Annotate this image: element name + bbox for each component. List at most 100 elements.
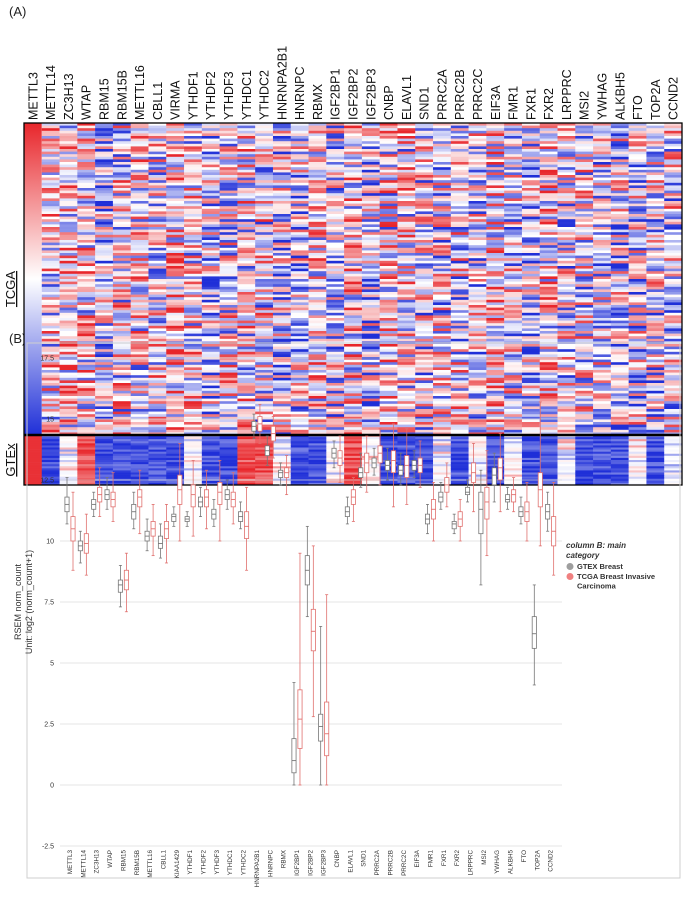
gene-label: EIF3A — [489, 85, 503, 120]
box-tcga — [310, 545, 316, 718]
x-tick-label: PRRC2B — [387, 850, 394, 876]
legend-label: Carcinoma — [577, 582, 617, 591]
gene-label: FXR2 — [542, 88, 556, 120]
x-tick-label: RBMX — [281, 849, 288, 868]
box-gtex — [91, 491, 97, 517]
x-tick-label: CCND2 — [548, 850, 555, 872]
legend-label: TCGA Breast Invasive — [577, 572, 655, 581]
box-gtex — [131, 491, 137, 530]
x-tick-label: IGF2BP2 — [307, 850, 314, 876]
x-tick-label: FXR1 — [441, 850, 448, 867]
heatmap-cell-column — [24, 123, 42, 435]
y-tick-label: 0 — [50, 783, 54, 790]
x-tick-label: IGF2BP1 — [294, 850, 301, 876]
gene-label: FTO — [631, 95, 645, 120]
x-tick-label: FTO — [521, 850, 528, 863]
x-tick-label: WTAP — [107, 850, 114, 868]
y-tick-label: 10 — [46, 539, 54, 546]
panel-a-label: (A) — [9, 4, 27, 19]
x-tick-label: PRRC2C — [401, 850, 408, 876]
box-gtex — [518, 496, 524, 525]
x-tick-label: EIF3A — [414, 849, 421, 867]
legend-label: GTEX Breast — [577, 562, 623, 571]
gene-label: MSI2 — [578, 91, 592, 120]
x-tick-label: YTHDF1 — [187, 850, 194, 875]
x-tick-label: IGF2BP3 — [321, 850, 328, 876]
gene-label: ZC3H13 — [62, 73, 76, 120]
legend-title-line2: category — [566, 551, 600, 560]
legend-title: column B: main — [566, 541, 626, 550]
x-tick-label: HNRNPA2B1 — [254, 850, 261, 888]
gene-label: IGF2BP2 — [347, 69, 361, 120]
gene-label: YTHDC1 — [240, 70, 254, 120]
box-gtex — [144, 518, 150, 552]
gene-label: ALKBH5 — [613, 72, 627, 120]
box-gtex — [531, 584, 537, 686]
gene-label: YWHAG — [595, 73, 609, 120]
gene-label: PRRC2C — [471, 69, 485, 120]
y-tick-label: 2.5 — [44, 722, 54, 729]
box-gtex — [171, 506, 177, 527]
box-tcga — [551, 482, 557, 576]
gene-label: RBMX — [311, 83, 325, 120]
x-tick-label: YTHDC2 — [241, 850, 248, 876]
box-tcga — [163, 503, 169, 564]
x-tick-label: YWHAG — [494, 850, 501, 874]
gene-label: YTHDF3 — [222, 71, 236, 120]
legend-swatch — [566, 573, 574, 580]
box-gtex — [211, 499, 217, 527]
gene-label: YTHDF1 — [186, 71, 200, 120]
box-gtex — [318, 626, 324, 786]
x-tick-label: ALKBH5 — [508, 850, 515, 875]
x-tick-label: ZC3H13 — [94, 850, 101, 874]
box-gtex — [545, 491, 551, 532]
legend-swatch — [566, 563, 574, 570]
gene-label: TOP2A — [649, 79, 663, 120]
gene-label: PRRC2B — [453, 69, 467, 120]
panel-b-label: (B) — [9, 331, 27, 346]
box-gtex — [424, 503, 430, 535]
gene-label: RBM15B — [115, 70, 129, 120]
gene-label: RBM15 — [98, 78, 112, 120]
x-tick-label: RBM15 — [120, 850, 127, 871]
box-tcga — [70, 491, 76, 571]
gene-label: LRPPRC — [560, 69, 574, 120]
group-label-tcga: TCGA — [3, 271, 18, 307]
x-tick-label: CBLL1 — [160, 850, 167, 870]
gene-label: METTL14 — [44, 65, 58, 120]
box-tcga — [457, 499, 463, 542]
x-tick-label: METTL3 — [67, 850, 74, 875]
x-tick-label: FMR1 — [427, 850, 434, 868]
x-tick-label: FXR2 — [454, 850, 461, 867]
y-tick-label: 7.5 — [44, 600, 54, 607]
x-tick-label: RBM15B — [134, 850, 141, 875]
x-tick-label: METTL14 — [80, 850, 87, 878]
gene-label: IGF2BP3 — [364, 69, 378, 120]
box-gtex — [344, 496, 350, 525]
box-tcga — [430, 482, 436, 542]
box-tcga — [83, 513, 89, 576]
x-tick-label: LRPPRC — [468, 850, 475, 876]
box-gtex — [198, 486, 204, 517]
heatmap-figure: METTL3 METTL14 ZC3H13 WTAP RBM15 RBM15B METTL1… — [3, 46, 683, 486]
gene-label: ELAVL1 — [400, 75, 414, 120]
box-gtex — [184, 511, 190, 527]
gene-label: HNRNPA2B1 — [275, 46, 289, 120]
gene-label: METTL16 — [133, 65, 147, 120]
box-gtex — [117, 565, 123, 608]
gene-label: YTHDF2 — [204, 71, 218, 120]
gene-label: CNBP — [382, 85, 396, 120]
box-tcga — [150, 503, 156, 557]
gene-label: WTAP — [80, 85, 94, 120]
gene-label: SND1 — [418, 87, 432, 120]
x-tick-label: KIAA1429 — [174, 850, 181, 879]
box-gtex — [304, 525, 310, 618]
gene-label: METTL3 — [26, 72, 40, 120]
box-tcga — [524, 482, 530, 542]
x-tick-label: YTHDF2 — [201, 850, 208, 875]
y-axis-unit-label: Unit: log2 (norm_count+1) — [24, 550, 34, 654]
y-axis-label: RSEM norm_count — [13, 563, 23, 640]
x-tick-label: METTL16 — [147, 850, 154, 878]
box-tcga — [123, 552, 129, 613]
gene-label: FMR1 — [507, 86, 521, 120]
